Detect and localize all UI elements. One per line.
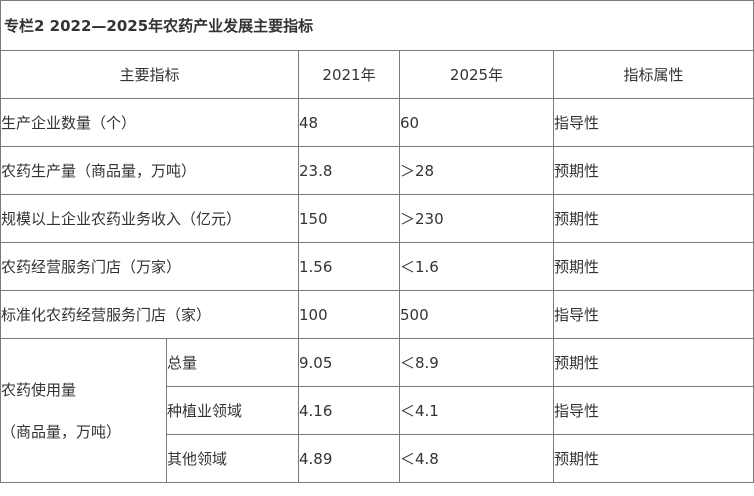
indicator-attribute: 指导性 [552,386,754,435]
indicator-name: 生产企业数量（个） [0,98,299,147]
table-row: 规模以上企业农药业务收入（亿元） 150 ＞230 预期性 [0,194,754,243]
table-row: 标准化农药经营服务门店（家） 100 500 指导性 [0,290,754,339]
value-2021: 23.8 [298,146,400,195]
indicator-name: 农药经营服务门店（万家） [0,242,299,291]
table-row: 其他领域 4.89 ＜4.8 预期性 [1,434,754,483]
usage-subindicator-name: 其他领域 [166,434,299,483]
header-2025: 2025年 [399,50,554,99]
indicator-attribute: 预期性 [552,242,754,291]
indicator-attribute: 预期性 [552,338,754,387]
indicator-attribute: 指导性 [552,98,754,147]
indicator-attribute: 指导性 [552,290,754,339]
table-row: 种植业领域 4.16 ＜4.1 指导性 [1,386,754,435]
indicator-name: 标准化农药经营服务门店（家） [0,290,299,339]
value-2021: 150 [298,194,400,243]
usage-label-line1: 农药使用量 [1,380,77,399]
usage-group-label: 农药使用量 （商品量，万吨） [0,338,167,483]
value-2021: 9.05 [298,338,400,387]
table-header-row: 主要指标 2021年 2025年 指标属性 [0,50,754,99]
value-2025: ＜1.6 [399,242,554,291]
indicator-attribute: 预期性 [552,434,754,483]
usage-subindicator-name: 种植业领域 [166,386,299,435]
table-row: 农药经营服务门店（万家） 1.56 ＜1.6 预期性 [0,242,754,291]
value-2021: 100 [298,290,400,339]
value-2025: ＜8.9 [399,338,554,387]
value-2025: 500 [399,290,554,339]
value-2021: 4.16 [298,386,400,435]
table-title: 专栏2 2022—2025年农药产业发展主要指标 [0,0,754,51]
usage-label-line2: （商品量，万吨） [1,422,122,441]
value-2021: 1.56 [298,242,400,291]
value-2025: ＞230 [399,194,554,243]
indicator-attribute: 预期性 [552,146,754,195]
table-row: 农药使用量 （商品量，万吨） 总量 9.05 ＜8.9 预期性 [0,338,754,483]
header-2021: 2021年 [298,50,400,99]
value-2025: ＜4.8 [399,434,554,483]
value-2025: ＞28 [399,146,554,195]
indicator-attribute: 预期性 [552,194,754,243]
indicator-table: 专栏2 2022—2025年农药产业发展主要指标 主要指标 2021年 2025… [0,0,754,483]
header-attribute: 指标属性 [552,50,754,99]
usage-subindicator-name: 总量 [166,338,299,387]
indicator-name: 规模以上企业农药业务收入（亿元） [0,194,299,243]
table-row: 农药生产量（商品量，万吨） 23.8 ＞28 预期性 [0,146,754,195]
value-2021: 4.89 [298,434,400,483]
table-title-row: 专栏2 2022—2025年农药产业发展主要指标 [0,0,754,51]
indicator-name: 农药生产量（商品量，万吨） [0,146,299,195]
value-2021: 48 [298,98,400,147]
value-2025: ＜4.1 [399,386,554,435]
value-2025: 60 [399,98,554,147]
table-row: 生产企业数量（个） 48 60 指导性 [0,98,754,147]
header-indicator: 主要指标 [0,50,299,99]
